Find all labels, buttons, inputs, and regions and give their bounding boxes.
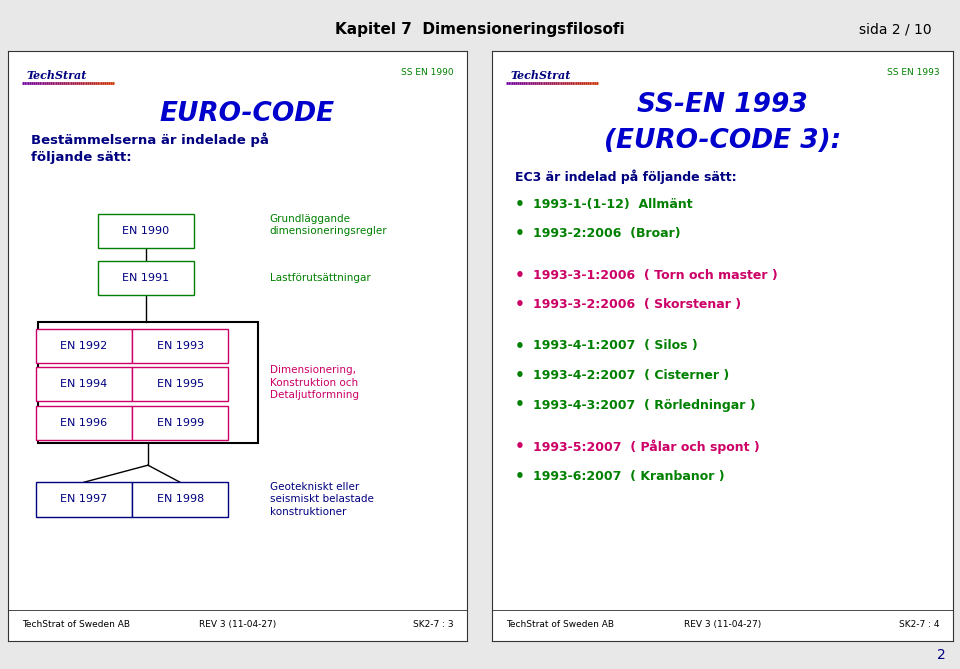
Text: 1993-1-(1-12)  Allmänt: 1993-1-(1-12) Allmänt xyxy=(534,198,693,211)
Text: •: • xyxy=(515,439,524,454)
Text: REV 3 (11-04-27): REV 3 (11-04-27) xyxy=(199,620,276,629)
Text: 1993-4-1:2007  ( Silos ): 1993-4-1:2007 ( Silos ) xyxy=(534,339,698,353)
Text: TechStrat of Sweden AB: TechStrat of Sweden AB xyxy=(506,620,613,629)
Text: •: • xyxy=(515,197,524,212)
FancyBboxPatch shape xyxy=(132,367,228,401)
Text: Bestämmelserna är indelade på
följande sätt:: Bestämmelserna är indelade på följande s… xyxy=(31,132,269,164)
Text: •: • xyxy=(515,226,524,242)
Text: TechStrat: TechStrat xyxy=(511,70,571,81)
Text: 1993-3-2:2006  ( Skorstenar ): 1993-3-2:2006 ( Skorstenar ) xyxy=(534,298,742,311)
Text: SS EN 1990: SS EN 1990 xyxy=(400,68,453,76)
Text: •: • xyxy=(515,297,524,312)
Text: TechStrat: TechStrat xyxy=(26,70,86,81)
FancyBboxPatch shape xyxy=(36,329,132,363)
FancyBboxPatch shape xyxy=(132,482,228,516)
Text: •: • xyxy=(515,470,524,484)
FancyBboxPatch shape xyxy=(132,405,228,440)
FancyBboxPatch shape xyxy=(37,322,258,444)
Text: (EURO-CODE 3):: (EURO-CODE 3): xyxy=(604,128,841,154)
Text: Geotekniskt eller
seismiskt belastade
konstruktioner: Geotekniskt eller seismiskt belastade ko… xyxy=(270,482,373,516)
Text: 1993-2:2006  (Broar): 1993-2:2006 (Broar) xyxy=(534,227,681,240)
Text: Grundläggande
dimensioneringsregler: Grundläggande dimensioneringsregler xyxy=(270,214,387,236)
Text: Dimensionering,
Konstruktion och
Detaljutformning: Dimensionering, Konstruktion och Detalju… xyxy=(270,365,359,400)
Text: •: • xyxy=(515,397,524,413)
Text: •: • xyxy=(515,268,524,283)
FancyBboxPatch shape xyxy=(132,329,228,363)
Text: sida 2 / 10: sida 2 / 10 xyxy=(858,22,931,36)
Text: EN 1991: EN 1991 xyxy=(122,273,169,283)
Text: 1993-3-1:2006  ( Torn och master ): 1993-3-1:2006 ( Torn och master ) xyxy=(534,269,779,282)
Text: EN 1997: EN 1997 xyxy=(60,494,108,504)
Text: EN 1993: EN 1993 xyxy=(156,341,204,351)
Text: SS EN 1993: SS EN 1993 xyxy=(886,68,939,76)
Text: EN 1998: EN 1998 xyxy=(156,494,204,504)
Text: EURO-CODE: EURO-CODE xyxy=(159,101,334,127)
Text: TechStrat of Sweden AB: TechStrat of Sweden AB xyxy=(22,620,130,629)
Text: EN 1996: EN 1996 xyxy=(60,417,108,427)
Text: SS-EN 1993: SS-EN 1993 xyxy=(637,92,808,118)
Text: 1993-6:2007  ( Kranbanor ): 1993-6:2007 ( Kranbanor ) xyxy=(534,470,725,484)
Text: EC3 är indelad på följande sätt:: EC3 är indelad på följande sätt: xyxy=(516,169,736,183)
Text: 2: 2 xyxy=(937,648,946,662)
Text: 1993-4-3:2007  ( Rörledningar ): 1993-4-3:2007 ( Rörledningar ) xyxy=(534,399,756,411)
Text: EN 1992: EN 1992 xyxy=(60,341,108,351)
Text: SK2-7 : 3: SK2-7 : 3 xyxy=(413,620,453,629)
Text: REV 3 (11-04-27): REV 3 (11-04-27) xyxy=(684,620,761,629)
FancyBboxPatch shape xyxy=(36,367,132,401)
Text: 1993-4-2:2007  ( Cisterner ): 1993-4-2:2007 ( Cisterner ) xyxy=(534,369,730,382)
Text: EN 1995: EN 1995 xyxy=(156,379,204,389)
Text: Kapitel 7  Dimensioneringsfilosofi: Kapitel 7 Dimensioneringsfilosofi xyxy=(335,22,625,37)
FancyBboxPatch shape xyxy=(36,482,132,516)
Text: 1993-5:2007  ( Pålar och spont ): 1993-5:2007 ( Pålar och spont ) xyxy=(534,439,760,454)
FancyBboxPatch shape xyxy=(36,405,132,440)
Text: Lastförutsättningar: Lastförutsättningar xyxy=(270,273,371,283)
FancyBboxPatch shape xyxy=(98,214,194,248)
Text: •: • xyxy=(515,339,524,353)
Text: EN 1994: EN 1994 xyxy=(60,379,108,389)
Text: •: • xyxy=(515,368,524,383)
Text: EN 1999: EN 1999 xyxy=(156,417,204,427)
FancyBboxPatch shape xyxy=(98,261,194,295)
Text: EN 1990: EN 1990 xyxy=(122,226,169,236)
Text: SK2-7 : 4: SK2-7 : 4 xyxy=(899,620,939,629)
